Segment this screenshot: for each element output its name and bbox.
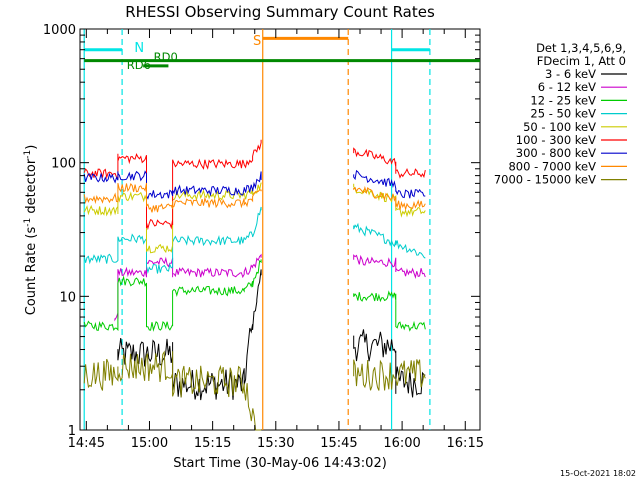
x-tick-label-1: 15:00: [131, 436, 168, 451]
legend-entry-8: 7000 - 15000 keV: [494, 173, 596, 187]
series-line-2: [83, 259, 426, 332]
plot-frame: [79, 28, 481, 431]
legend-entry-4: 50 - 100 keV: [523, 120, 596, 134]
annotation-RD6: RD6: [127, 58, 151, 72]
series-line-7: [83, 182, 426, 213]
annotation-RD0: RD0: [154, 50, 178, 64]
x-tick-label-3: 15:30: [257, 436, 294, 451]
legend-entry-3: 25 - 50 keV: [530, 107, 596, 121]
series-line-3: [83, 206, 426, 275]
series-line-8: [83, 350, 426, 431]
legend-header-2: FDecim 1, Att 0: [537, 54, 626, 68]
y-tick-label-2: 100: [51, 157, 76, 172]
legend: Det 1,3,4,5,6,9, FDecim 1, Att 0 3 - 6 k…: [494, 41, 627, 187]
x-axis-label: Start Time (30-May-06 14:43:02): [173, 456, 387, 471]
y-tick-label-0: 1: [68, 424, 76, 439]
legend-entry-5: 100 - 300 keV: [516, 133, 596, 147]
vertical-markers: [83, 29, 431, 430]
legend-entry-2: 12 - 25 keV: [530, 93, 596, 107]
x-tick-label-0: 14:45: [68, 436, 105, 451]
x-tick-label-2: 15:15: [194, 436, 231, 451]
timestamp: 15-Oct-2021 18:02: [560, 469, 636, 478]
series-line-1: [114, 253, 426, 322]
x-tick-label-5: 16:00: [383, 436, 420, 451]
y-axis-label: Count Rate (s-1 detector-1): [23, 145, 39, 316]
annotation-N: N: [134, 41, 144, 56]
x-axis-ticks: 14:45 15:00 15:15 15:30 15:45 16:00 16:15: [68, 29, 484, 451]
legend-entry-6: 300 - 800 keV: [516, 146, 596, 160]
status-bars: [84, 36, 480, 68]
series-group: [83, 139, 426, 431]
y-label-sup1: -1: [23, 218, 33, 227]
series-line-6: [83, 169, 426, 200]
series-line-4: [83, 182, 426, 254]
chart-title: RHESSI Observing Summary Count Rates: [125, 3, 435, 21]
x-tick-label-6: 16:15: [447, 436, 484, 451]
series-line-0: [117, 269, 426, 401]
legend-header-1: Det 1,3,4,5,6,9,: [536, 41, 626, 55]
y-axis-ticks: 1 10 100 1000: [43, 23, 480, 439]
legend-entry-1: 6 - 12 keV: [538, 80, 596, 94]
y-label-end: ): [24, 145, 39, 150]
x-tick-label-4: 15:45: [320, 436, 357, 451]
legend-entry-7: 800 - 7000 keV: [508, 159, 596, 173]
y-tick-label-3: 1000: [43, 23, 76, 38]
y-tick-label-1: 10: [59, 290, 76, 305]
y-label-sup2: -1: [23, 150, 33, 159]
y-label-main: Count Rate (s: [24, 227, 39, 316]
annotation-S: S: [253, 34, 261, 49]
y-label-mid: detector: [24, 158, 39, 218]
legend-entry-0: 3 - 6 keV: [545, 67, 596, 81]
series-line-5: [83, 139, 426, 231]
